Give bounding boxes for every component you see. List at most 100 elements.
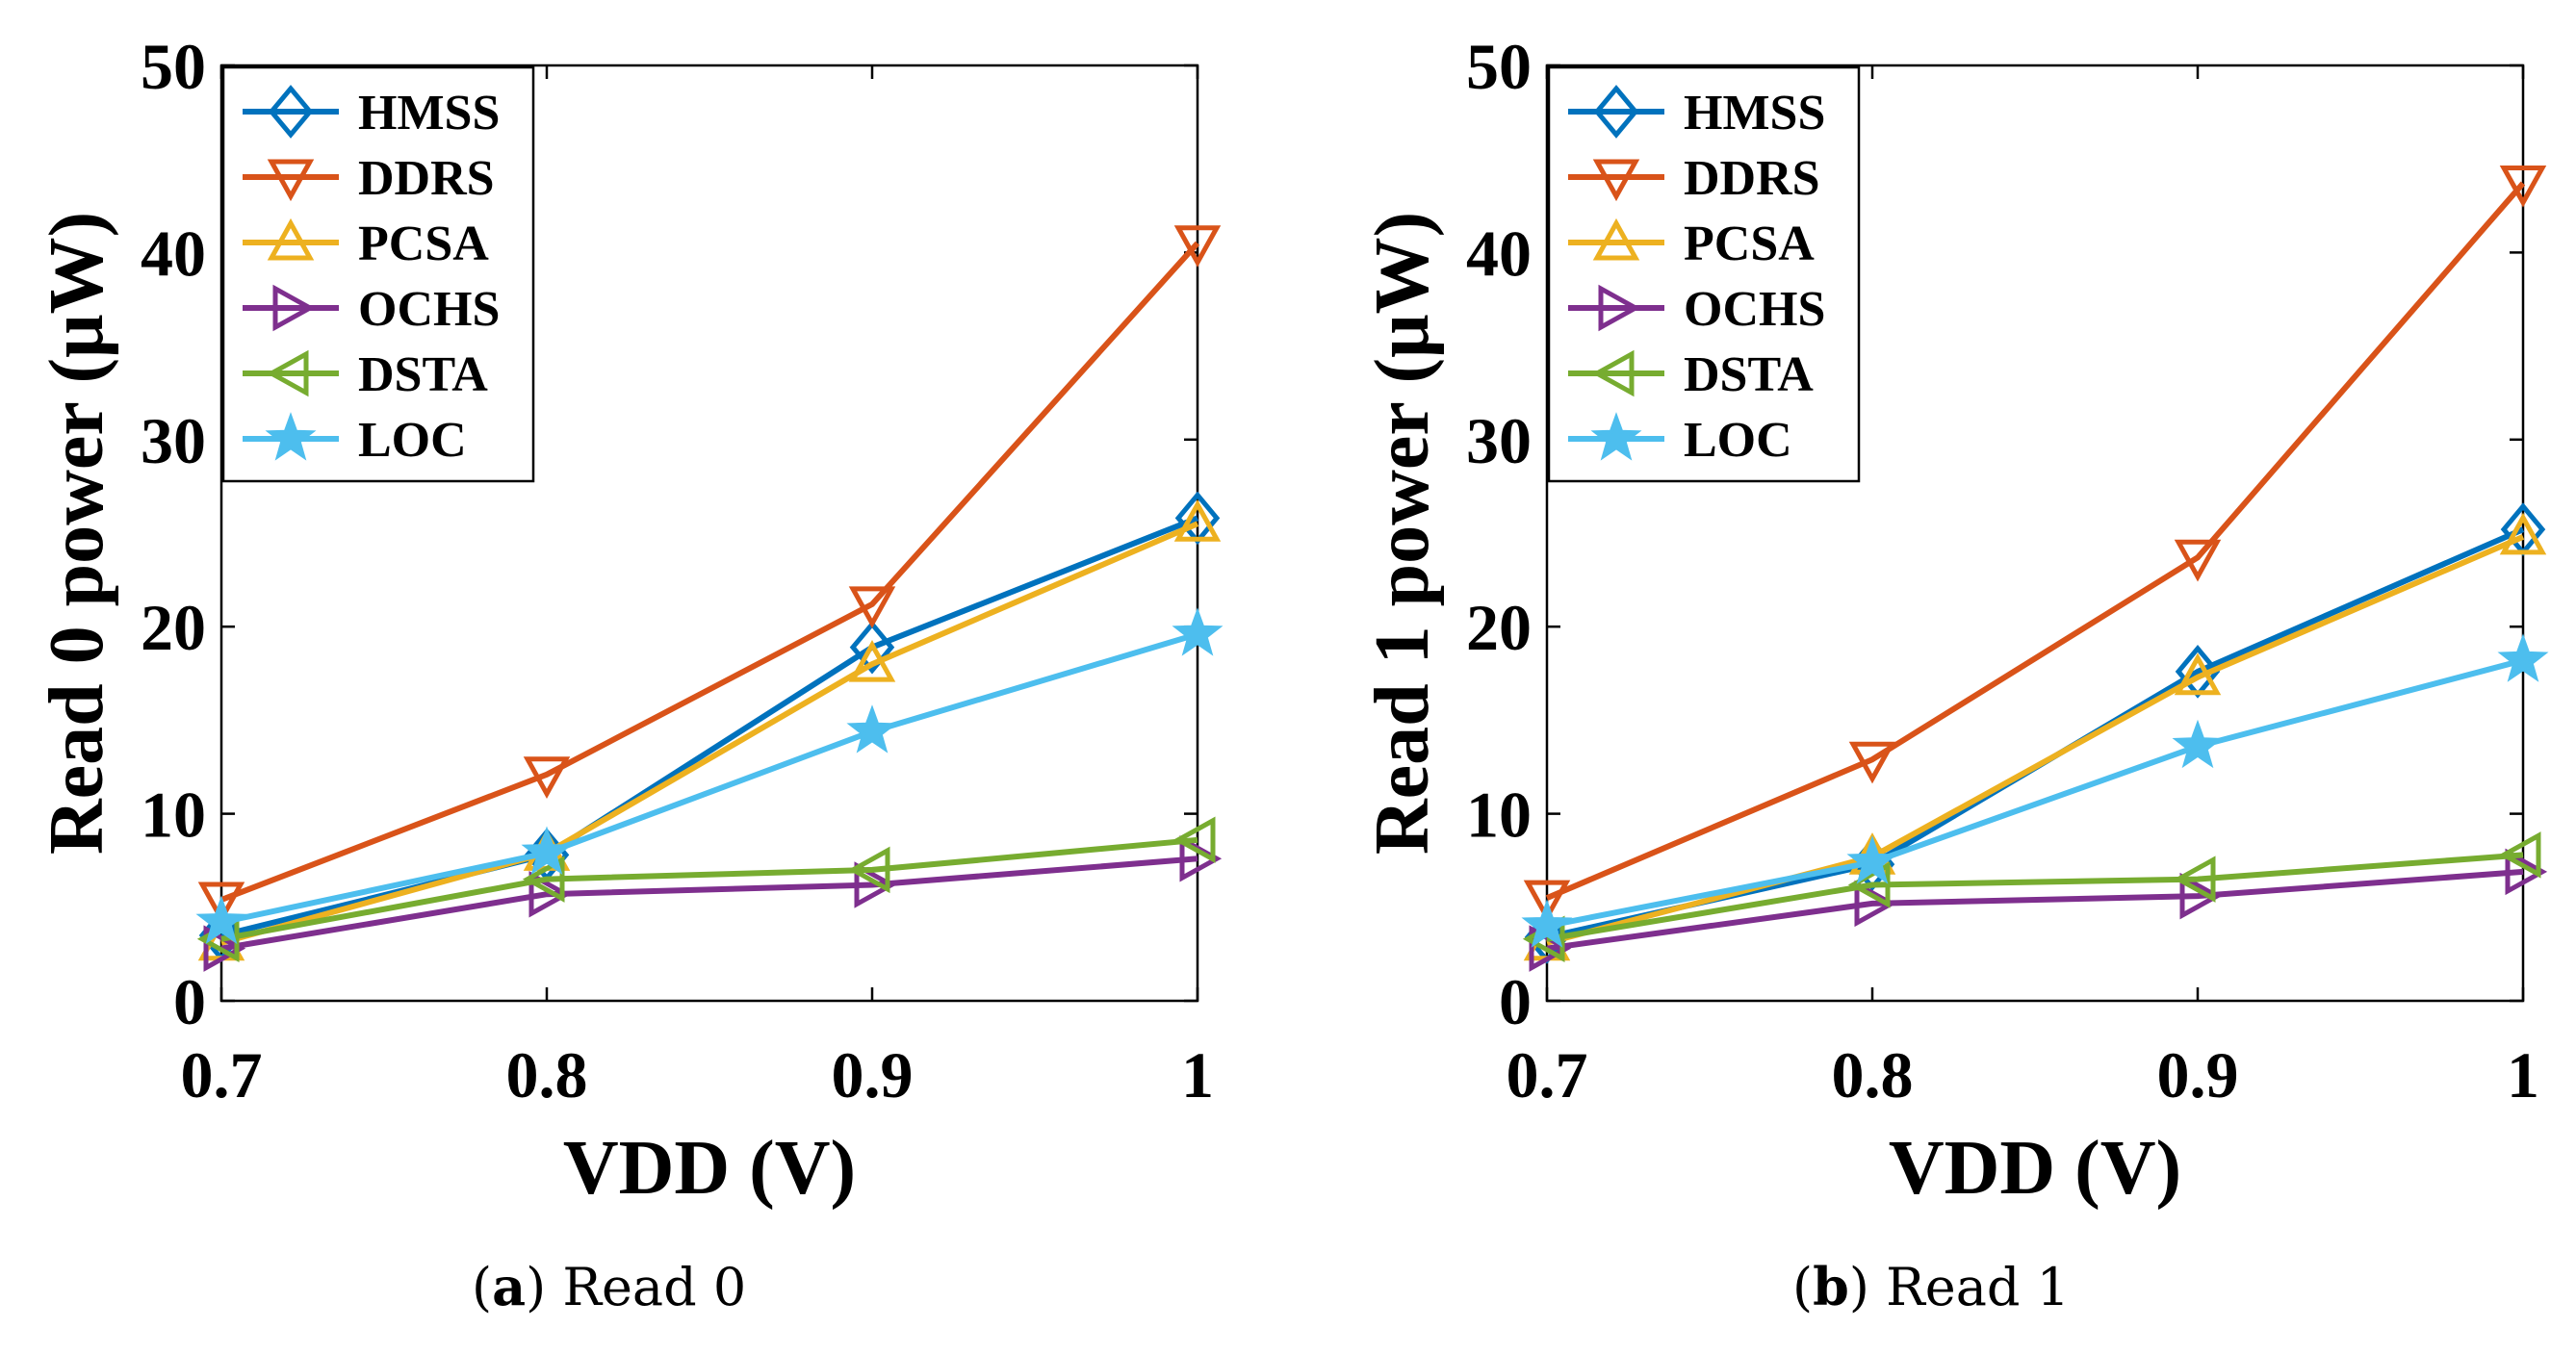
data-point-hmss bbox=[849, 620, 895, 675]
series-loc bbox=[1521, 633, 2549, 948]
data-point-dsta bbox=[2173, 856, 2216, 903]
legend-marker-hmss bbox=[268, 85, 314, 139]
legend-entry-dsta: DSTA bbox=[1568, 347, 1814, 402]
series-ddrs bbox=[197, 225, 1222, 925]
series-line-hmss bbox=[1546, 526, 2525, 940]
legend-entry-ddrs: DDRS bbox=[1568, 151, 1820, 206]
legend-marker-dsta bbox=[266, 349, 309, 397]
data-point-dsta bbox=[847, 846, 890, 894]
data-point-ochs bbox=[854, 861, 897, 908]
legend-entry-dsta: DSTA bbox=[243, 347, 488, 402]
caption-text: Read 1 bbox=[1886, 1257, 2070, 1317]
caption-letter: b bbox=[1813, 1256, 1849, 1317]
legend-marker-hmss bbox=[1593, 85, 1639, 139]
x-tick-label: 0.9 bbox=[832, 1038, 914, 1111]
legend-label: LOC bbox=[1684, 413, 1792, 468]
data-point-dsta bbox=[1172, 816, 1216, 864]
legend-label: OCHS bbox=[1684, 282, 1825, 337]
legend-label: DSTA bbox=[358, 347, 488, 402]
legend: HMSS DDRS PCSA OCHS DSTA LOC bbox=[1547, 65, 1861, 483]
legend-entry-pcsa: PCSA bbox=[243, 217, 489, 271]
x-tick-label: 1 bbox=[2507, 1038, 2539, 1111]
legend-box bbox=[221, 65, 535, 483]
series-ddrs bbox=[1523, 166, 2547, 923]
data-point-loc bbox=[1846, 835, 1898, 884]
data-point-ddrs bbox=[197, 881, 245, 925]
legend-entry-loc: LOC bbox=[1568, 412, 1792, 468]
caption-read-0: (a) Read 0 bbox=[472, 1256, 747, 1317]
legend-label: DSTA bbox=[1684, 347, 1814, 402]
x-tick-label: 0.7 bbox=[1507, 1038, 1588, 1111]
x-tick-label: 0.8 bbox=[1832, 1038, 1914, 1111]
y-tick-label: 30 bbox=[141, 404, 206, 477]
chart-panel-read-0: 0 10 20 30 40 50 0.7 0.8 0.9 1 VDD (V) Read 0 power… bbox=[35, 30, 1224, 1211]
data-point-loc bbox=[521, 826, 573, 875]
data-point-loc bbox=[1172, 607, 1224, 656]
data-point-dsta bbox=[1847, 861, 1891, 908]
legend-label: HMSS bbox=[1684, 86, 1825, 141]
series-line-ddrs bbox=[1545, 181, 2526, 901]
y-tick-label: 10 bbox=[1466, 779, 1532, 852]
series-line-dsta bbox=[220, 836, 1198, 942]
series-pcsa bbox=[1523, 512, 2547, 961]
data-point-ddrs bbox=[1173, 225, 1222, 268]
plot-area-frame bbox=[219, 64, 1199, 1003]
chart-panel-read-1: 0 10 20 30 40 50 0.7 0.8 0.9 1 VDD (V) Read 1 power… bbox=[1360, 30, 2549, 1211]
series-line-ochs bbox=[1546, 868, 2524, 952]
series-dsta bbox=[196, 816, 1216, 963]
x-tick-label: 0.8 bbox=[506, 1038, 588, 1111]
series-line-pcsa bbox=[220, 521, 1199, 946]
data-point-ddrs bbox=[848, 586, 896, 629]
series-line-loc bbox=[1546, 657, 2524, 930]
data-point-ddrs bbox=[2499, 166, 2547, 208]
y-axis-label: Read 1 power (μW) bbox=[1360, 212, 1445, 855]
y-tick-label: 40 bbox=[1466, 217, 1532, 290]
series-line-loc bbox=[220, 631, 1198, 926]
x-tick-label: 1 bbox=[1181, 1038, 1214, 1111]
legend-label: DDRS bbox=[1684, 151, 1820, 206]
legend-entry-ochs: OCHS bbox=[243, 282, 500, 337]
y-tick-label: 30 bbox=[1466, 404, 1532, 477]
legend: HMSS DDRS PCSA OCHS DSTA LOC bbox=[221, 65, 535, 483]
series-line-pcsa bbox=[1546, 534, 2525, 946]
data-point-dsta bbox=[522, 856, 565, 903]
legend-label: DDRS bbox=[358, 151, 495, 206]
y-tick-label: 20 bbox=[141, 591, 206, 664]
y-tick-label: 40 bbox=[141, 217, 206, 290]
legend-marker-loc bbox=[265, 412, 317, 461]
x-axis-label: VDD (V) bbox=[563, 1126, 856, 1211]
data-point-loc bbox=[2497, 633, 2549, 682]
series-ochs bbox=[1529, 848, 2548, 972]
legend-marker-ochs bbox=[272, 284, 316, 332]
caption-letter: a bbox=[492, 1256, 527, 1317]
legend-marker-loc bbox=[1590, 412, 1642, 461]
series-hmss bbox=[1524, 502, 2546, 964]
legend-marker-pcsa bbox=[267, 217, 315, 261]
x-tick-label: 0.7 bbox=[181, 1038, 263, 1111]
y-tick-label: 50 bbox=[1466, 30, 1532, 103]
data-point-dsta bbox=[2498, 831, 2541, 879]
data-point-loc bbox=[2172, 719, 2224, 769]
y-axis-label: Read 0 power (μW) bbox=[35, 212, 119, 855]
legend-entry-hmss: HMSS bbox=[1568, 85, 1825, 141]
y-tick-label: 0 bbox=[1499, 965, 1532, 1038]
plot-area-frame bbox=[1545, 64, 2525, 1003]
y-tick-label: 10 bbox=[141, 779, 206, 852]
series-line-dsta bbox=[1546, 852, 2524, 942]
data-point-ddrs bbox=[523, 756, 571, 799]
x-axis-label: VDD (V) bbox=[1889, 1126, 2181, 1211]
data-point-ddrs bbox=[2174, 539, 2222, 582]
data-point-ochs bbox=[2179, 872, 2223, 920]
legend-label: HMSS bbox=[358, 86, 500, 141]
caption-text: Read 0 bbox=[562, 1257, 747, 1317]
data-point-ddrs bbox=[1523, 880, 1571, 923]
legend-label: PCSA bbox=[358, 217, 489, 271]
data-point-loc bbox=[846, 704, 898, 754]
legend-marker-pcsa bbox=[1592, 217, 1640, 261]
caption-read-1: (b) Read 1 bbox=[1792, 1256, 2070, 1317]
x-tick-label: 0.9 bbox=[2157, 1038, 2239, 1111]
series-line-ddrs bbox=[219, 241, 1200, 903]
legend-marker-ochs bbox=[1598, 284, 1641, 332]
legend-entry-ochs: OCHS bbox=[1568, 282, 1825, 337]
